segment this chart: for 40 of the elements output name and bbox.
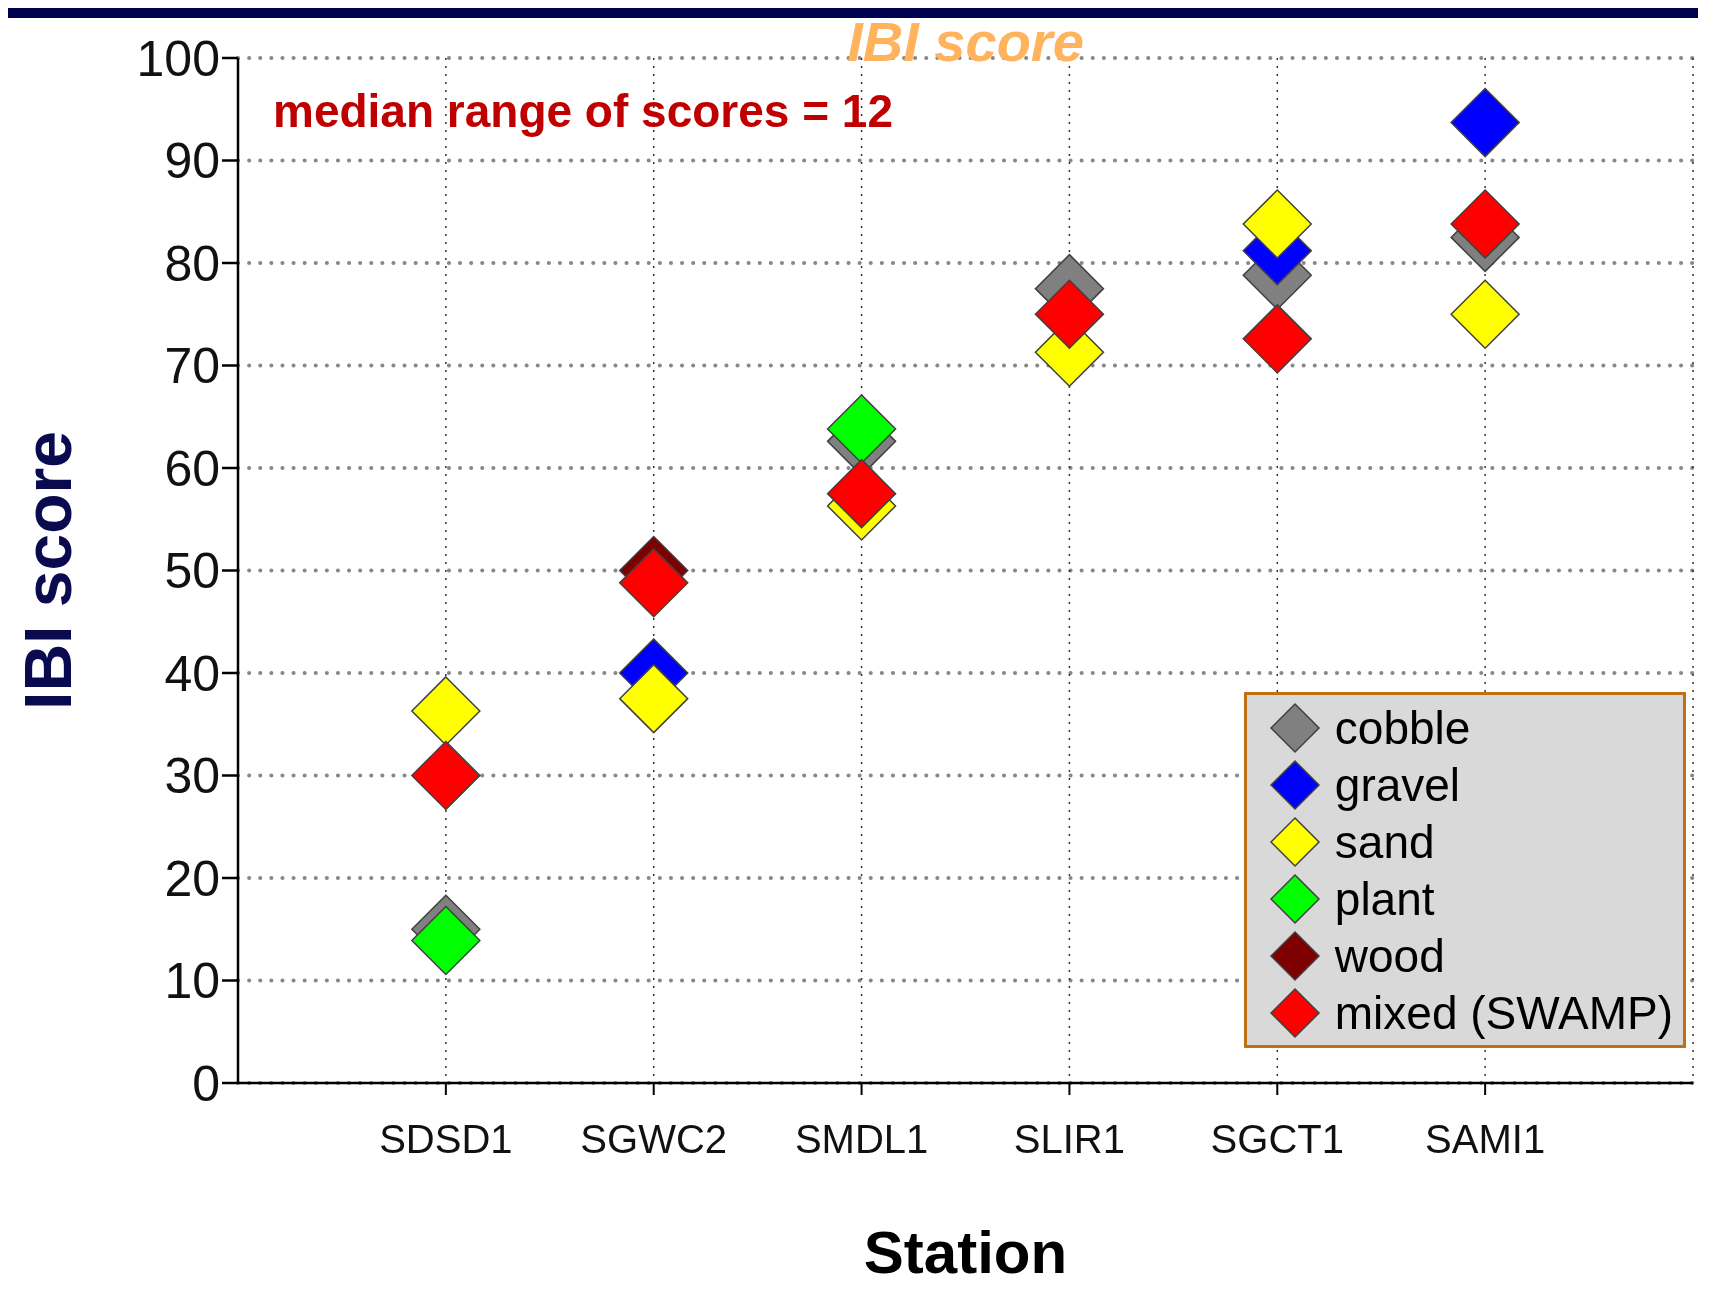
point (1450, 87, 1520, 158)
y-tick-label: 70 (164, 338, 220, 395)
legend-label: sand (1334, 814, 1435, 869)
legend-label: gravel (1334, 757, 1461, 812)
point (1242, 304, 1313, 374)
x-tick-label: SMDL1 (794, 1117, 929, 1162)
y-tick-label: 10 (164, 953, 220, 1010)
y-tick-label: 60 (164, 440, 220, 497)
point (826, 394, 897, 464)
legend-label: mixed (SWAMP) (1334, 985, 1673, 1040)
y-tick-label: 40 (164, 645, 220, 702)
point (1034, 279, 1105, 349)
point (411, 905, 481, 976)
point (618, 663, 689, 734)
point (826, 458, 897, 529)
x-tick-label: SGCT1 (1210, 1117, 1344, 1162)
y-axis-title: IBI score (11, 431, 86, 710)
point (1450, 279, 1520, 349)
x-tick-label: SGWC2 (580, 1117, 728, 1162)
y-tick-label: 0 (192, 1055, 220, 1112)
y-tick-label: 90 (164, 133, 220, 190)
legend-label: wood (1334, 928, 1445, 983)
legend-label: cobble (1334, 700, 1471, 755)
point (411, 676, 481, 746)
point (1450, 189, 1520, 259)
point (411, 740, 481, 811)
x-tick-label: SDSD1 (379, 1117, 513, 1162)
x-tick-label: SAMI1 (1425, 1117, 1546, 1162)
legend-label: plant (1334, 871, 1435, 926)
annotation: median range of scores = 12 (273, 84, 894, 139)
x-tick-label: SLIR1 (1013, 1117, 1126, 1162)
chart-title: IBI score (846, 10, 1085, 73)
point (1242, 189, 1313, 259)
y-tick-label: 20 (164, 850, 220, 907)
x-axis-title: Station (863, 1219, 1068, 1286)
point (618, 548, 689, 618)
y-tick-label: 50 (164, 543, 220, 600)
y-tick-label: 30 (164, 748, 220, 805)
y-tick-label: 100 (136, 30, 220, 87)
y-tick-label: 80 (164, 235, 220, 292)
